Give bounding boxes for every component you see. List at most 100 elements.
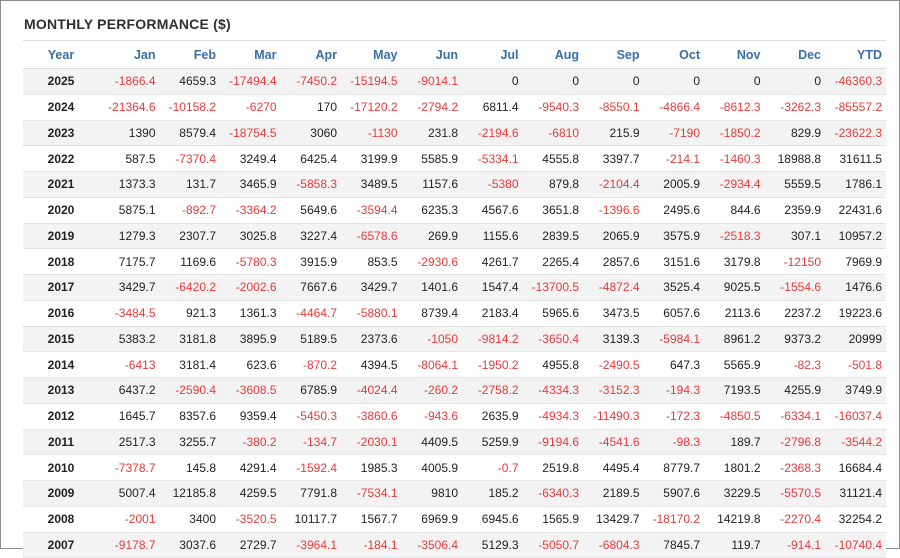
column-header-mar: Mar xyxy=(220,40,281,69)
month-value-cell: 2635.9 xyxy=(462,403,523,430)
month-value-cell: 587.5 xyxy=(99,145,160,172)
month-value-cell: -7370.4 xyxy=(159,145,220,172)
month-value-cell: 1373.3 xyxy=(99,171,160,198)
month-value-cell: 2237.2 xyxy=(764,300,825,327)
month-value-cell: -3152.3 xyxy=(583,377,644,404)
month-value-cell: 3895.9 xyxy=(220,326,281,353)
monthly-performance-table: Year Jan Feb Mar Apr May Jun Jul Aug Sep Oct Nov Dec… xyxy=(23,40,886,558)
month-value-cell: -3506.4 xyxy=(401,532,462,558)
month-value-cell: 2519.8 xyxy=(522,454,583,481)
month-value-cell: -260.2 xyxy=(401,377,462,404)
month-value-cell: 2189.5 xyxy=(583,480,644,507)
month-value-cell: 1279.3 xyxy=(99,223,160,250)
month-value-cell: -184.1 xyxy=(341,532,402,558)
month-value-cell: 170 xyxy=(280,94,341,121)
month-value-cell: -2796.8 xyxy=(764,429,825,456)
month-value-cell: 307.1 xyxy=(764,223,825,250)
table-row: 2024 -21364.6 -10158.2 -6270 170 -17120.2 -279… xyxy=(23,94,886,121)
ytd-cell: -46360.3 xyxy=(825,68,886,95)
month-value-cell: -13700.5 xyxy=(522,274,583,301)
month-value-cell: 2359.9 xyxy=(764,197,825,224)
month-value-cell: 3060 xyxy=(280,120,341,147)
month-value-cell: 2065.9 xyxy=(583,223,644,250)
month-value-cell: 5965.6 xyxy=(522,300,583,327)
year-cell: 2023 xyxy=(23,120,99,147)
month-value-cell: 9810 xyxy=(401,480,462,507)
ytd-cell: 1476.6 xyxy=(825,274,886,301)
month-value-cell: 189.7 xyxy=(704,429,765,456)
month-value-cell: -82.3 xyxy=(764,351,825,378)
month-value-cell: 10117.7 xyxy=(280,506,341,533)
table-row: 2011 2517.3 3255.7 -380.2 -134.7 -2030.1 4409.… xyxy=(23,429,886,456)
month-value-cell: -2794.2 xyxy=(401,94,462,121)
month-value-cell: 4555.8 xyxy=(522,145,583,172)
year-cell: 2021 xyxy=(23,171,99,198)
year-cell: 2022 xyxy=(23,145,99,172)
month-value-cell: -2002.6 xyxy=(220,274,281,301)
month-value-cell: 1157.6 xyxy=(401,171,462,198)
table-header: Year Jan Feb Mar Apr May Jun Jul Aug Sep Oct Nov Dec… xyxy=(23,40,886,69)
month-value-cell: 853.5 xyxy=(341,248,402,275)
month-value-cell: -7450.2 xyxy=(280,68,341,95)
month-value-cell: 3651.8 xyxy=(522,197,583,224)
month-value-cell: 3179.8 xyxy=(704,248,765,275)
year-cell: 2012 xyxy=(23,403,99,430)
month-value-cell: -12150 xyxy=(764,248,825,275)
table-row: 2022 587.5 -7370.4 3249.4 6425.4 3199.9 5585.9… xyxy=(23,145,886,172)
month-value-cell: 3229.5 xyxy=(704,480,765,507)
column-header-aug: Aug xyxy=(522,40,583,69)
ytd-cell: 16684.4 xyxy=(825,454,886,481)
month-value-cell: 0 xyxy=(462,68,523,95)
column-header-nov: Nov xyxy=(704,40,765,69)
ytd-cell: 19223.6 xyxy=(825,300,886,327)
month-value-cell: -6413 xyxy=(99,351,160,378)
month-value-cell: -7190 xyxy=(643,120,704,147)
month-value-cell: 9025.5 xyxy=(704,274,765,301)
month-value-cell: 2839.5 xyxy=(522,223,583,250)
month-value-cell: -4541.6 xyxy=(583,429,644,456)
month-value-cell: 7667.6 xyxy=(280,274,341,301)
month-value-cell: 5189.5 xyxy=(280,326,341,353)
month-value-cell: -3364.2 xyxy=(220,197,281,224)
month-value-cell: 3199.9 xyxy=(341,145,402,172)
month-value-cell: 647.3 xyxy=(643,351,704,378)
table-row: 2017 3429.7 -6420.2 -2002.6 7667.6 3429.7 1401… xyxy=(23,274,886,301)
month-value-cell: 3429.7 xyxy=(99,274,160,301)
month-value-cell: 3473.5 xyxy=(583,300,644,327)
month-value-cell: -1460.3 xyxy=(704,145,765,172)
month-value-cell: 4409.5 xyxy=(401,429,462,456)
month-value-cell: -1850.2 xyxy=(704,120,765,147)
table-row: 2010 -7378.7 145.8 4291.4 -1592.4 1985.3 4005.… xyxy=(23,454,886,481)
table-row: 2025 -1866.4 4659.3 -17494.4 -7450.2 -15194.5… xyxy=(23,68,886,95)
table-row: 2013 6437.2 -2590.4 -3608.5 6785.9 -4024.4 -26… xyxy=(23,377,886,404)
year-cell: 2010 xyxy=(23,454,99,481)
month-value-cell: -4934.3 xyxy=(522,403,583,430)
month-value-cell: 7175.7 xyxy=(99,248,160,275)
month-value-cell: 4255.9 xyxy=(764,377,825,404)
month-value-cell: -5880.1 xyxy=(341,300,402,327)
month-value-cell: 2005.9 xyxy=(643,171,704,198)
year-cell: 2025 xyxy=(23,68,99,95)
table-row: 2014 -6413 3181.4 623.6 -870.2 4394.5 -8064.1-… xyxy=(23,351,886,378)
month-value-cell: -1554.6 xyxy=(764,274,825,301)
month-value-cell: 6785.9 xyxy=(280,377,341,404)
ytd-cell: 20999 xyxy=(825,326,886,353)
month-value-cell: -1866.4 xyxy=(99,68,160,95)
month-value-cell: -98.3 xyxy=(643,429,704,456)
month-value-cell: -5050.7 xyxy=(522,532,583,558)
month-value-cell: 3037.6 xyxy=(159,532,220,558)
column-header-year: Year xyxy=(23,40,99,69)
ytd-cell: -501.8 xyxy=(825,351,886,378)
month-value-cell: -8612.3 xyxy=(704,94,765,121)
month-value-cell: -10158.2 xyxy=(159,94,220,121)
table-row: 2015 5383.2 3181.8 3895.9 5189.5 2373.6 -1050-… xyxy=(23,326,886,353)
month-value-cell: 4259.5 xyxy=(220,480,281,507)
month-value-cell: -5780.3 xyxy=(220,248,281,275)
month-value-cell: 6437.2 xyxy=(99,377,160,404)
month-value-cell: -11490.3 xyxy=(583,403,644,430)
month-value-cell: 1801.2 xyxy=(704,454,765,481)
month-value-cell: -0.7 xyxy=(462,454,523,481)
month-value-cell: -17494.4 xyxy=(220,68,281,95)
year-cell: 2014 xyxy=(23,351,99,378)
